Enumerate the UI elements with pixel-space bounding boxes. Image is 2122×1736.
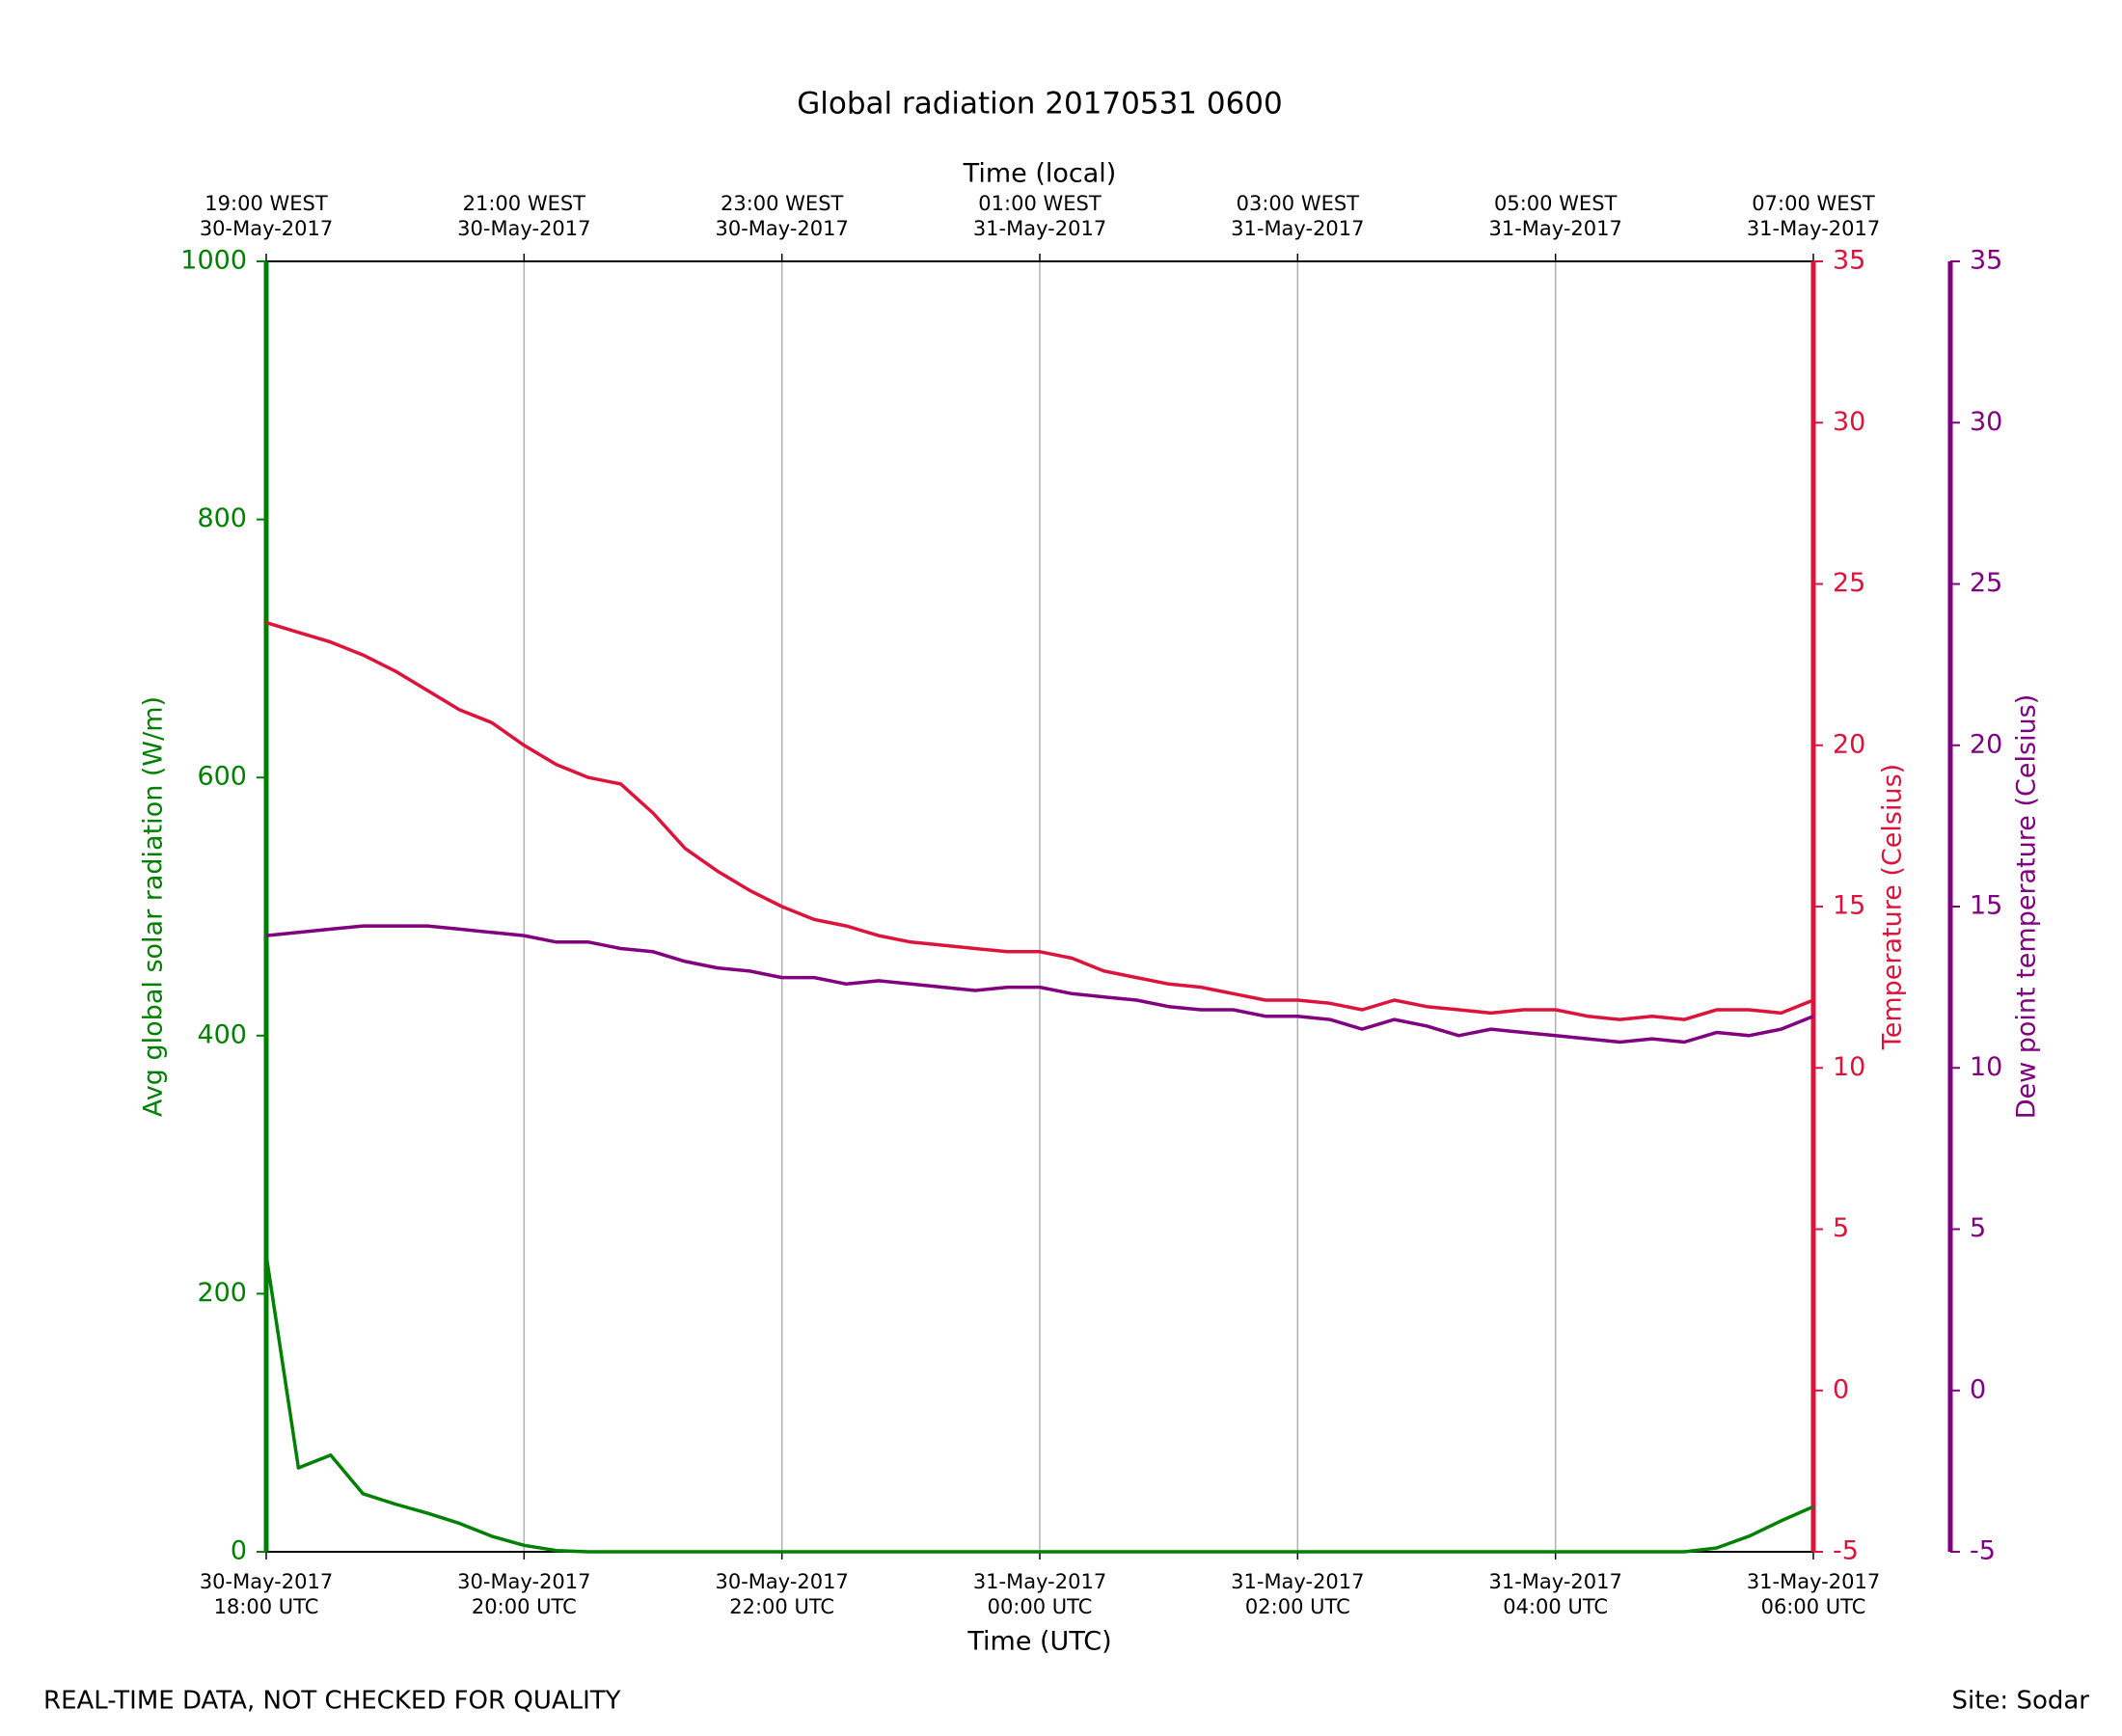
x-tick-label-line: 30-May-2017	[457, 1570, 590, 1593]
y3-tick-label: 10	[1970, 1052, 2002, 1082]
x2-tick-label: 23:00 WEST 30-May-2017	[715, 192, 848, 240]
x-tick-label-line: 30-May-2017	[715, 1570, 848, 1593]
x-tick-label: 30-May-2017 20:00 UTC	[457, 1570, 590, 1618]
y-tick-label: 800	[197, 503, 247, 533]
x-tick-label-line: 06:00 UTC	[1761, 1595, 1866, 1618]
y2-tick-label: 0	[1833, 1374, 1849, 1404]
y2-tick-label: 35	[1833, 246, 1865, 276]
x-tick-label-line: 31-May-2017	[973, 1570, 1106, 1593]
y3-tick-label: 0	[1970, 1374, 1986, 1404]
x-tick-label: 31-May-2017 02:00 UTC	[1231, 1570, 1364, 1618]
y2-tick-label: 5	[1833, 1213, 1849, 1243]
y3-tick-label: 35	[1970, 246, 2002, 276]
footer-note: REAL-TIME DATA, NOT CHECKED FOR QUALITY	[43, 1687, 621, 1716]
x-tick-label-line: 30-May-2017	[200, 1570, 333, 1593]
x-tick-label: 31-May-2017 04:00 UTC	[1488, 1570, 1621, 1618]
series-line	[265, 620, 1814, 1021]
y2-tick-label: 10	[1833, 1052, 1865, 1082]
x-axis-title: Time (UTC)	[966, 1627, 1111, 1657]
x2-tick-label-line: 05:00 WEST	[1494, 192, 1618, 215]
y-tick-label: 400	[197, 1019, 247, 1049]
x2-tick-label-line: 23:00 WEST	[721, 192, 844, 215]
y-tick-label: 200	[197, 1278, 247, 1308]
x2-tick-label-line: 30-May-2017	[200, 217, 333, 240]
y3-tick-label: 30	[1970, 407, 2002, 437]
x-tick-label-line: 31-May-2017	[1747, 1570, 1880, 1593]
y2-tick-label: -5	[1833, 1536, 1859, 1566]
x2-tick-label-line: 07:00 WEST	[1752, 192, 1875, 215]
x2-tick-label-line: 03:00 WEST	[1237, 192, 1360, 215]
x-tick-label: 31-May-2017 06:00 UTC	[1747, 1570, 1880, 1618]
y2-tick-label: 15	[1833, 891, 1865, 921]
y2-tick-label: 25	[1833, 568, 1865, 598]
x-tick-label: 30-May-2017 18:00 UTC	[200, 1570, 333, 1618]
x-tick-label-line: 22:00 UTC	[729, 1595, 834, 1618]
series-line	[264, 1255, 1814, 1554]
y3-tick-label: -5	[1970, 1536, 1996, 1566]
x-tick-label-line: 18:00 UTC	[214, 1595, 319, 1618]
x2-tick-label-line: 30-May-2017	[457, 217, 590, 240]
y3-axis-title: Dew point temperature (Celsius)	[2012, 694, 2042, 1120]
x2-tick-label-line: 30-May-2017	[715, 217, 848, 240]
x2-tick-label: 07:00 WEST 31-May-2017	[1747, 192, 1880, 240]
y-axis-title: Avg global solar radiation (W/m)	[139, 696, 169, 1117]
y-tick-label: 600	[197, 762, 247, 792]
x-tick-label-line: 31-May-2017	[1231, 1570, 1364, 1593]
x-tick-label-line: 00:00 UTC	[988, 1595, 1093, 1618]
y2-tick-label: 30	[1833, 407, 1865, 437]
x-tick-label: 30-May-2017 22:00 UTC	[715, 1570, 848, 1618]
x2-tick-label-line: 01:00 WEST	[978, 192, 1102, 215]
x2-tick-label: 05:00 WEST 31-May-2017	[1488, 192, 1621, 240]
y3-tick-label: 20	[1970, 729, 2002, 759]
series-line	[265, 924, 1814, 1044]
x2-tick-label-line: 31-May-2017	[1488, 217, 1621, 240]
y3-tick-label: 25	[1970, 568, 2002, 598]
x-tick-label-line: 31-May-2017	[1488, 1570, 1621, 1593]
x2-tick-label-line: 19:00 WEST	[204, 192, 328, 215]
x2-tick-label: 03:00 WEST 31-May-2017	[1231, 192, 1364, 240]
y2-axis-title: Temperature (Celsius)	[1878, 764, 1908, 1050]
x2-tick-label-line: 31-May-2017	[1747, 217, 1880, 240]
x2-axis-title: Time (local)	[963, 159, 1117, 189]
x2-tick-label: 19:00 WEST 30-May-2017	[200, 192, 333, 240]
y2-tick-label: 20	[1833, 729, 1865, 759]
y-tick-label: 0	[231, 1536, 247, 1566]
x2-tick-label-line: 21:00 WEST	[463, 192, 586, 215]
footer-site: Site: Sodar	[1952, 1687, 2090, 1716]
x2-tick-label-line: 31-May-2017	[1231, 217, 1364, 240]
x2-tick-label: 01:00 WEST 31-May-2017	[973, 192, 1106, 240]
x-tick-label-line: 02:00 UTC	[1245, 1595, 1350, 1618]
x-tick-label-line: 20:00 UTC	[472, 1595, 577, 1618]
chart-title: Global radiation 20170531 0600	[797, 87, 1283, 122]
x-tick-label: 31-May-2017 00:00 UTC	[973, 1570, 1106, 1618]
y3-tick-label: 5	[1970, 1213, 1986, 1243]
x2-tick-label: 21:00 WEST 30-May-2017	[457, 192, 590, 240]
x2-tick-label-line: 31-May-2017	[973, 217, 1106, 240]
y3-tick-label: 15	[1970, 891, 2002, 921]
x-tick-label-line: 04:00 UTC	[1503, 1595, 1608, 1618]
y-tick-label: 1000	[180, 246, 247, 276]
